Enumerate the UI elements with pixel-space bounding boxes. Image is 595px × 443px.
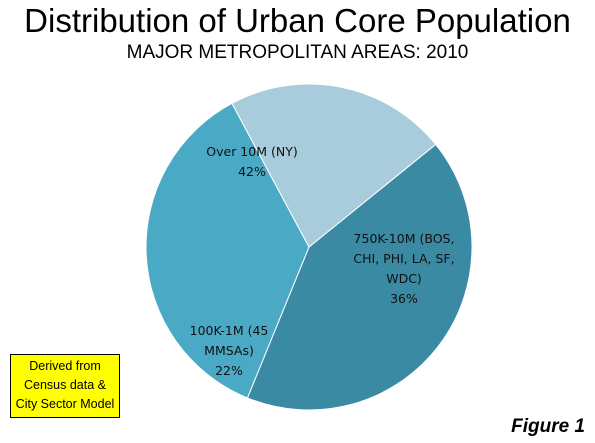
slice-label-line: 36% bbox=[390, 291, 418, 306]
slice-label-line: 22% bbox=[215, 363, 243, 378]
source-note-line: Census data & bbox=[24, 378, 106, 392]
chart-subtitle: MAJOR METROPOLITAN AREAS: 2010 bbox=[126, 42, 469, 63]
source-note-line: City Sector Model bbox=[15, 397, 115, 411]
pie-slice bbox=[145, 102, 310, 399]
slice-label: Over 10M (NY) 42% bbox=[206, 144, 297, 179]
slice-label-line: 42% bbox=[238, 164, 266, 179]
source-note: Derived from Census data & City Sector M… bbox=[10, 354, 120, 418]
slice-label-line: 100K-1M (45 bbox=[190, 323, 269, 338]
slice-label-line: 750K-10M (BOS, bbox=[354, 231, 455, 246]
pie-slice bbox=[246, 143, 473, 411]
slice-label-line: MMSAs) bbox=[204, 343, 254, 358]
slice-label: 750K-10M (BOS, CHI, PHI, LA, SF, WDC) 36% bbox=[353, 231, 454, 306]
chart-title: Distribution of Urban Core Population bbox=[24, 2, 571, 39]
slice-label: 100K-1M (45 MMSAs) 22% bbox=[190, 323, 269, 378]
pie-slice bbox=[231, 83, 437, 248]
source-note-line: Derived from bbox=[29, 359, 101, 373]
slice-label-line: Over 10M (NY) bbox=[206, 144, 297, 159]
slice-label-line: WDC) bbox=[386, 271, 422, 286]
slice-label-line: CHI, PHI, LA, SF, bbox=[353, 251, 454, 266]
figure-label: Figure 1 bbox=[511, 416, 585, 437]
